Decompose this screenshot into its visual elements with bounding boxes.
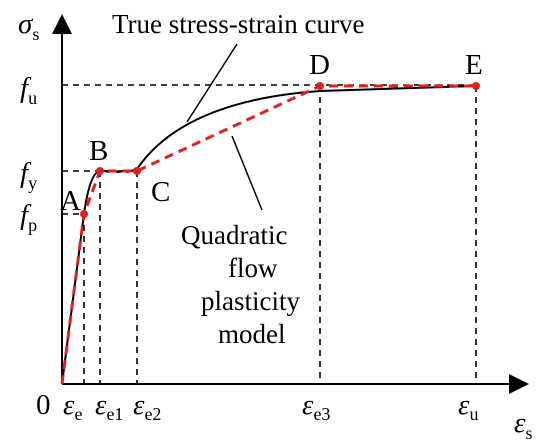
leader-lines: [186, 43, 263, 211]
quadratic-flow-plasticity-model: [60, 84, 476, 385]
point-a-label: A: [60, 185, 81, 217]
point-d-dot: [316, 82, 324, 90]
point-b-dot: [96, 167, 104, 175]
model-annotation-line-2: flow: [228, 253, 278, 283]
true-curve-annotation: True stress-strain curve: [112, 9, 364, 39]
x-tick-eps-e1: εe1: [95, 389, 123, 424]
point-e-dot: [472, 82, 480, 90]
point-b-label: B: [89, 135, 108, 167]
model-annotation-line-4: model: [218, 319, 286, 349]
point-c-dot: [133, 167, 141, 175]
x-axis-title: εs: [514, 407, 532, 443]
axes: [52, 14, 529, 394]
origin-label: 0: [36, 389, 51, 421]
point-d-label: D: [309, 49, 330, 81]
point-a-dot: [80, 210, 88, 218]
point-labels: A B C D E: [60, 49, 483, 217]
y-axis-title: σs: [18, 8, 39, 44]
model-leader: [231, 135, 263, 211]
y-tick-fp: fp: [20, 199, 37, 235]
point-c-label: C: [151, 176, 170, 208]
model-annotation-line-3: plasticity: [201, 286, 300, 316]
model-annotation-line-1: Quadratic: [181, 220, 287, 250]
model-annotation: Quadratic flow plasticity model: [181, 220, 300, 349]
x-tick-eps-e: εe: [63, 389, 82, 424]
point-e-label: E: [465, 49, 483, 81]
key-points: [80, 82, 480, 218]
y-tick-fu: fu: [20, 72, 37, 108]
x-tick-eps-e3: εe3: [302, 389, 330, 424]
true-curve-leader: [186, 43, 238, 123]
x-tick-eps-e2: εe2: [133, 389, 161, 424]
y-tick-fy: fy: [20, 157, 37, 193]
x-tick-eps-u: εu: [458, 389, 478, 424]
